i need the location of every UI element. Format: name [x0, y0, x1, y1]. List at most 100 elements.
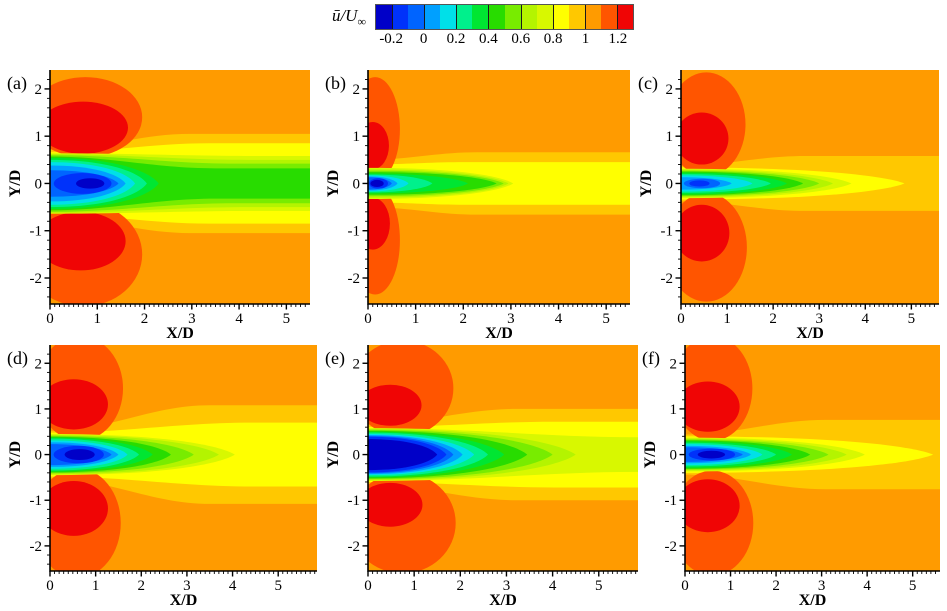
x-axis-label: X/D — [799, 592, 827, 609]
x-tick-label: 5 — [909, 578, 917, 594]
colorbar-tick-label: 0.2 — [446, 31, 466, 47]
y-tick-label: 0 — [666, 176, 674, 192]
colorbar-segment — [600, 5, 617, 29]
x-tick-label: 4 — [549, 578, 557, 594]
x-tick-label: 1 — [723, 311, 731, 327]
contour-plot-a — [50, 70, 310, 304]
contour-level — [689, 180, 710, 187]
high-speed-region — [368, 384, 422, 426]
x-tick-label: 2 — [457, 578, 465, 594]
axes-b: 0 1 2 3 4 5 -2 -1 0 1 2 X/D Y/D — [325, 70, 630, 342]
x-tick-label: 3 — [818, 578, 826, 594]
y-axis-label: Y/D — [642, 441, 659, 469]
x-tick-label: 3 — [507, 311, 514, 327]
colorbar-tick-label: 0 — [419, 31, 428, 47]
colorbar-segment — [536, 5, 553, 29]
y-tick-label: -2 — [30, 539, 43, 555]
colorbar-label: ū/U∞ — [282, 6, 366, 29]
panel-c: 0 1 2 3 4 5 -2 -1 0 1 2 X/D Y/D (c) — [638, 70, 939, 342]
high-speed-region — [50, 481, 108, 536]
x-tick-label: 0 — [364, 311, 372, 327]
colorbar-segment — [472, 5, 489, 29]
y-axis-label: Y/D — [325, 441, 342, 469]
colorbar-level-line — [616, 5, 618, 29]
panel-letter-a: (a) — [7, 73, 27, 94]
colorbar-segment — [488, 5, 505, 29]
panel-f: 0 1 2 3 4 5 -2 -1 0 1 2 X/D Y/D (f) — [642, 345, 940, 609]
x-tick-label: 1 — [727, 578, 735, 594]
colorbar-segment — [440, 5, 457, 29]
x-axis-label: X/D — [170, 592, 198, 609]
y-tick-label: -1 — [30, 493, 43, 509]
colorbar-tick-label: 1 — [581, 31, 590, 47]
colorbar-tick-label: 0.6 — [511, 31, 531, 47]
colorbar-level-line — [392, 5, 394, 29]
colorbar-level-line — [456, 5, 458, 29]
y-tick-label: 1 — [35, 402, 43, 418]
axes-a: 0 1 2 3 4 5 -2 -1 0 1 2 X/D Y/D — [7, 70, 310, 342]
y-tick-label: 0 — [353, 176, 361, 192]
x-tick-label: 1 — [94, 311, 102, 327]
colorbar-level-line — [520, 5, 522, 29]
colorbar-segment — [520, 5, 537, 29]
x-tick-label: 5 — [283, 311, 291, 327]
contour-plot-d — [50, 345, 317, 571]
axes-d: 0 1 2 3 4 5 -2 -1 0 1 2 X/D Y/D — [7, 345, 317, 609]
y-tick-label: 1 — [670, 402, 678, 418]
x-axis-label: X/D — [796, 325, 824, 342]
high-speed-region — [50, 211, 126, 271]
y-axis-label: Y/D — [638, 170, 655, 198]
y-tick-label: 1 — [353, 402, 361, 418]
x-tick-label: 3 — [503, 578, 511, 594]
colorbar-segment — [552, 5, 569, 29]
contour-plot-b — [368, 70, 630, 304]
y-tick-label: -1 — [661, 224, 674, 240]
y-tick-label: -2 — [348, 539, 361, 555]
x-tick-label: 1 — [410, 578, 418, 594]
y-tick-label: 0 — [353, 448, 361, 464]
x-tick-label: 3 — [183, 578, 191, 594]
x-tick-label: 1 — [412, 311, 420, 327]
y-tick-label: -1 — [665, 493, 678, 509]
x-tick-label: 4 — [229, 578, 237, 594]
contour-level — [368, 439, 438, 471]
y-tick-label: 2 — [670, 356, 678, 372]
x-tick-label: 0 — [46, 578, 54, 594]
panel-a: 0 1 2 3 4 5 -2 -1 0 1 2 X/D Y/D (a) — [7, 70, 310, 342]
x-tick-label: 5 — [602, 311, 610, 327]
contour-plot-c — [681, 70, 939, 304]
panel-letter-f: (f) — [642, 348, 660, 369]
colorbar-tick-label: 0.8 — [543, 31, 563, 47]
x-tick-label: 5 — [595, 578, 603, 594]
x-tick-label: 1 — [92, 578, 100, 594]
y-tick-label: 2 — [353, 356, 361, 372]
colorbar-segment — [408, 5, 425, 29]
high-speed-region — [50, 379, 108, 430]
x-tick-label: 2 — [141, 311, 149, 327]
colorbar-label-text: ū/U — [331, 6, 358, 25]
high-speed-region — [685, 479, 740, 533]
y-tick-label: -1 — [30, 224, 43, 240]
contour-level — [64, 449, 95, 461]
x-tick-label: 2 — [138, 578, 146, 594]
x-tick-label: 3 — [815, 311, 823, 327]
y-tick-label: 1 — [666, 129, 674, 145]
x-axis-label: X/D — [485, 325, 513, 342]
contour-level — [697, 450, 726, 459]
y-tick-label: 2 — [35, 82, 43, 98]
panel-letter-c: (c) — [638, 73, 658, 94]
y-tick-label: -1 — [348, 224, 361, 240]
colorbar-segment — [424, 5, 441, 29]
y-tick-label: 2 — [353, 82, 361, 98]
x-tick-label: 2 — [769, 311, 777, 327]
high-speed-region — [681, 204, 730, 262]
x-axis-label: X/D — [166, 325, 194, 342]
axes-f: 0 1 2 3 4 5 -2 -1 0 1 2 X/D Y/D — [642, 345, 940, 609]
panel-e: 0 1 2 3 4 5 -2 -1 0 1 2 X/D Y/D (e) — [325, 345, 638, 609]
x-tick-label: 0 — [677, 311, 685, 327]
colorbar-block: ū/U∞ -0.2 0 0.2 0.4 0.6 0.8 1 1.2 — [0, 0, 947, 52]
x-tick-label: 0 — [364, 578, 372, 594]
contour-level — [370, 179, 384, 187]
colorbar-segment — [504, 5, 521, 29]
